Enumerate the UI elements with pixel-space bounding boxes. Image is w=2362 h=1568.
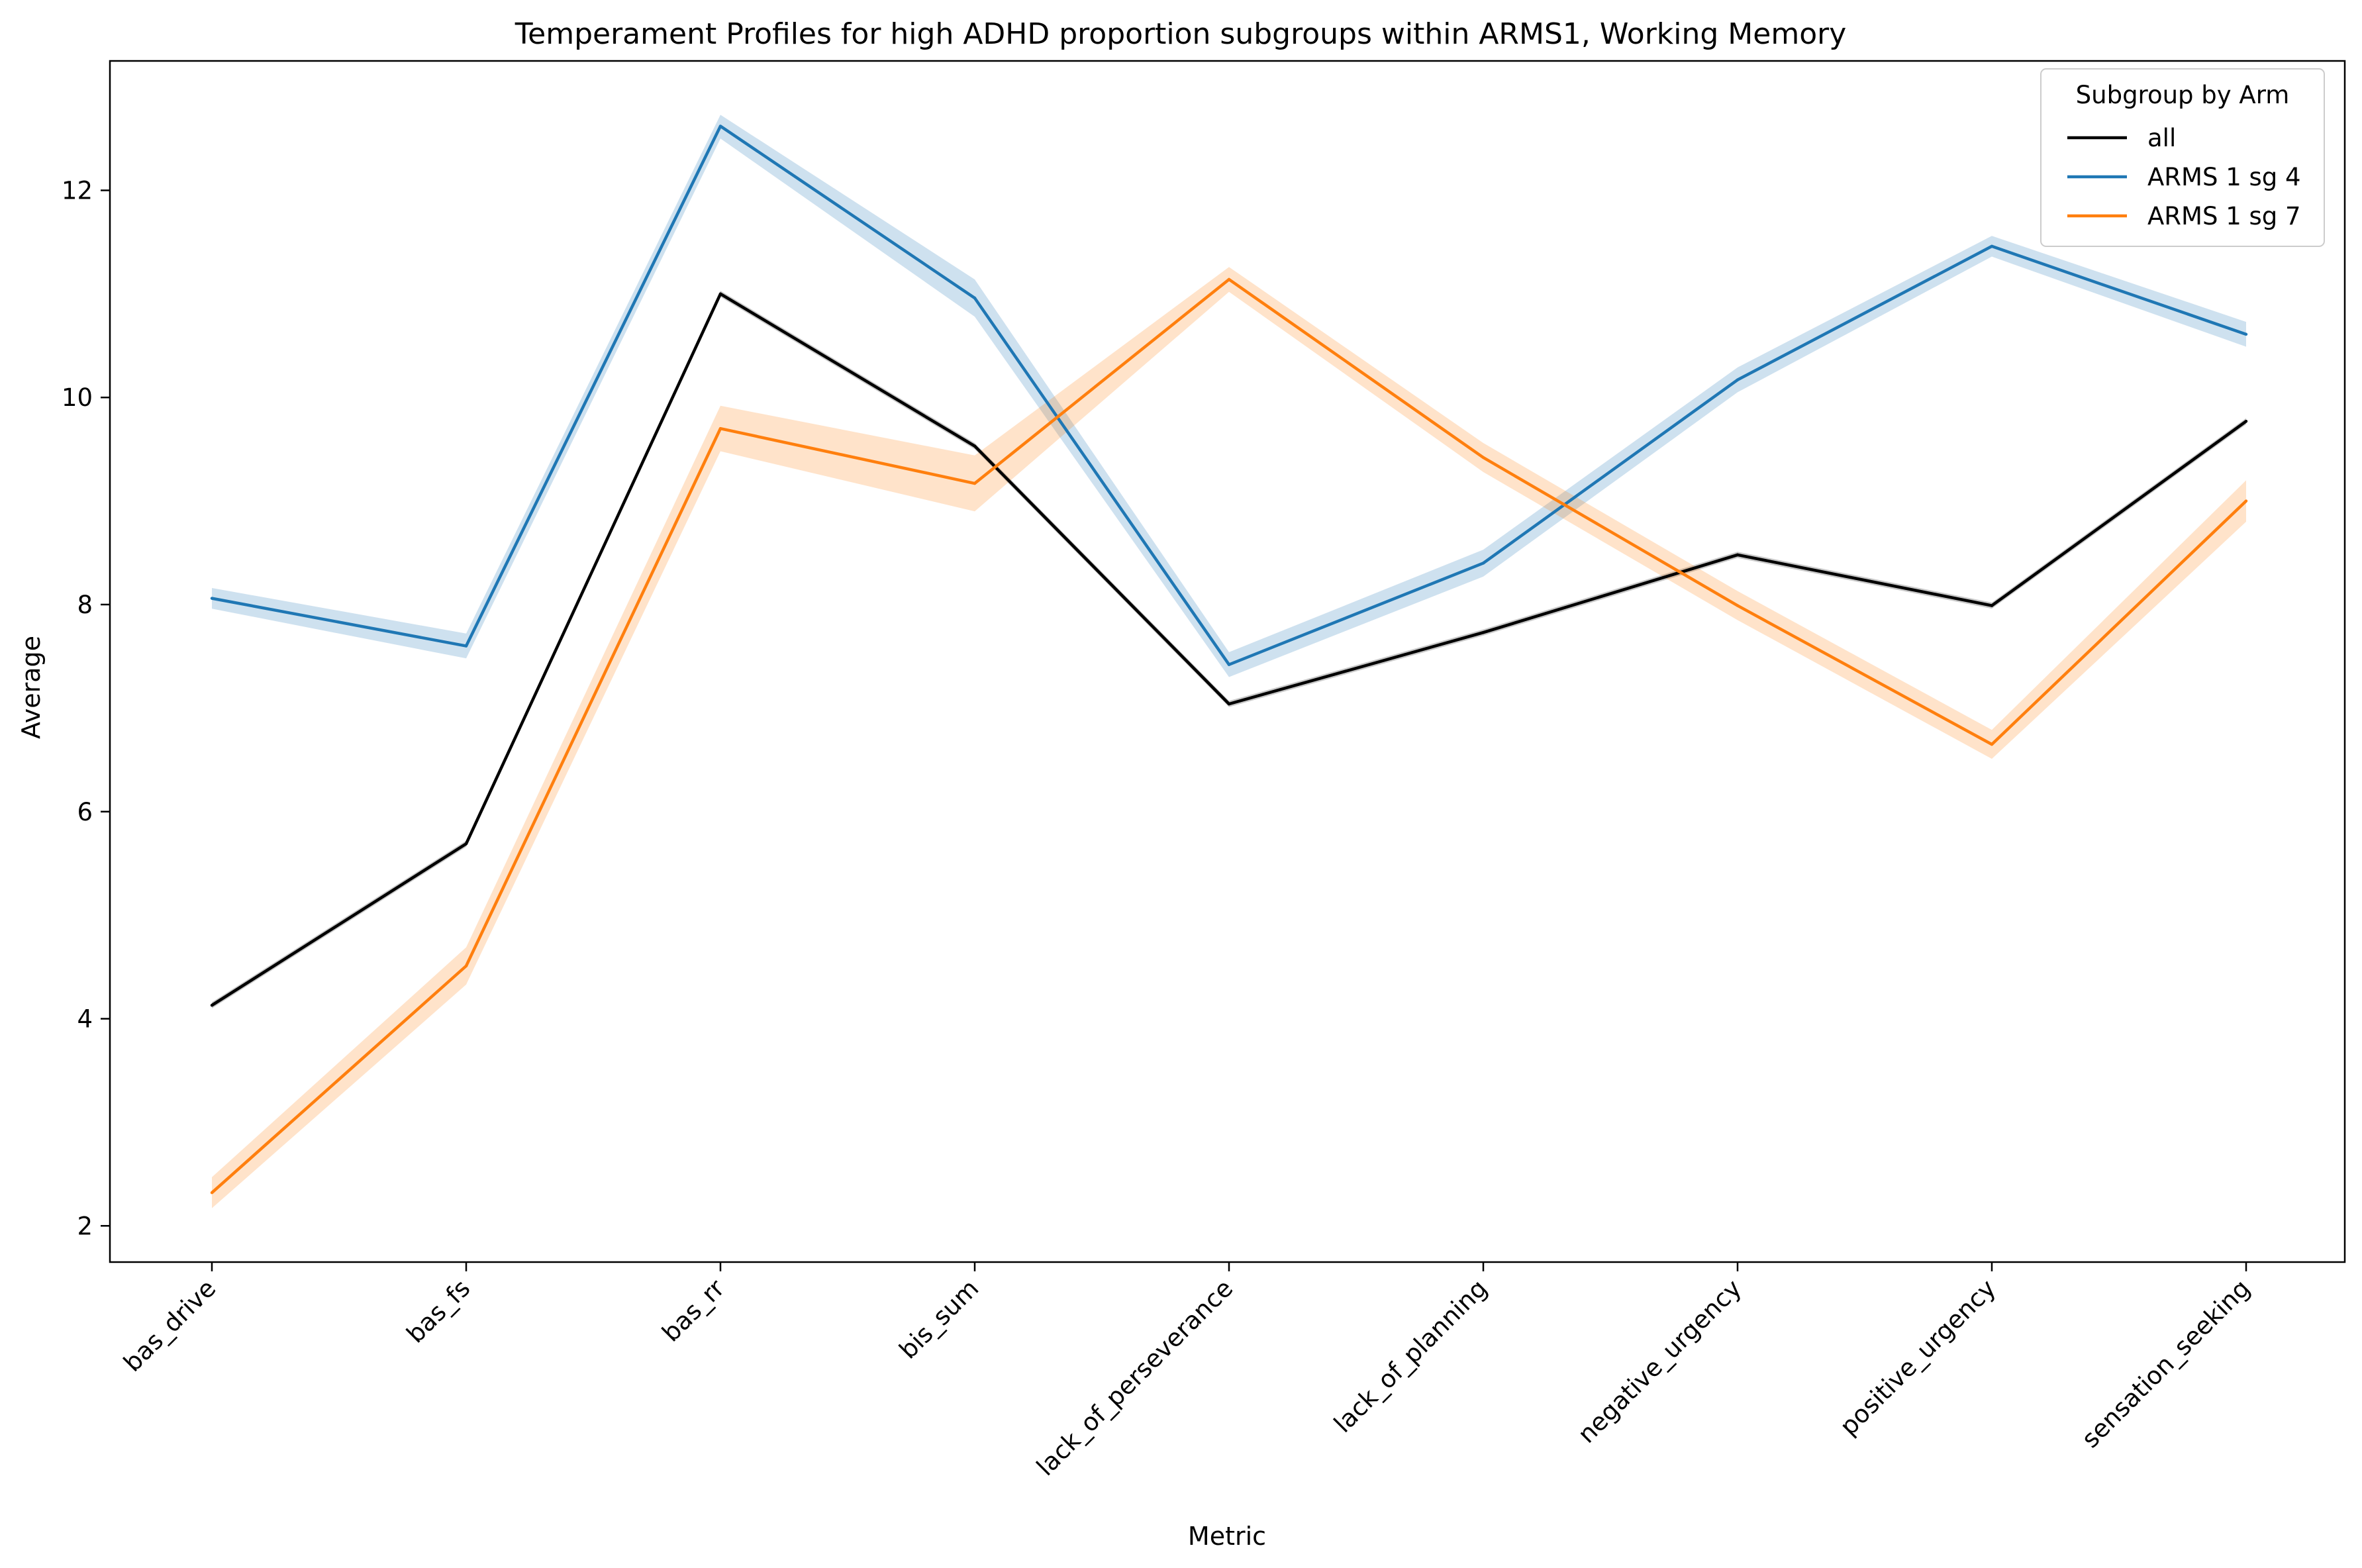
ci-band-arms-1-sg-7: [212, 267, 2246, 1208]
data-point-arms-1-sg-4: [1736, 378, 1740, 381]
data-point-arms-1-sg-4: [464, 644, 468, 648]
data-point-all: [1736, 553, 1740, 557]
data-point-all: [718, 292, 722, 296]
y-tick-label: 12: [62, 176, 93, 205]
x-tick-label: positive_urgency: [1834, 1274, 2001, 1441]
data-point-arms-1-sg-7: [464, 964, 468, 967]
x-tick-label: negative_urgency: [1572, 1274, 1747, 1449]
data-point-all: [1227, 702, 1231, 706]
x-tick-label: bas_fs: [401, 1274, 476, 1349]
data-point-arms-1-sg-7: [1481, 456, 1485, 460]
y-tick-label: 2: [77, 1212, 93, 1240]
data-point-arms-1-sg-4: [2244, 332, 2248, 336]
series-line-arms-1-sg-4: [211, 124, 2247, 666]
data-point-all: [464, 842, 468, 846]
series-lines: [210, 124, 2248, 1195]
x-tick-label: bas_drive: [118, 1274, 221, 1377]
legend-label: all: [2147, 124, 2176, 152]
x-tick-label: sensation_seeking: [2076, 1274, 2255, 1453]
data-point-arms-1-sg-4: [718, 124, 722, 128]
x-tick-label: bas_rr: [657, 1273, 730, 1347]
data-point-arms-1-sg-7: [2244, 499, 2248, 503]
y-tick-label: 4: [77, 1005, 93, 1034]
x-tick-label: bis_sum: [894, 1274, 985, 1365]
y-tick-label: 10: [62, 383, 93, 412]
data-point-arms-1-sg-4: [973, 296, 977, 300]
ci-band-all: [212, 291, 2246, 1008]
data-point-arms-1-sg-4: [210, 597, 214, 600]
data-point-all: [1990, 604, 1994, 607]
data-point-arms-1-sg-7: [973, 481, 977, 485]
series-line-all: [211, 292, 2247, 1007]
legend-title: Subgroup by Arm: [2076, 81, 2290, 109]
data-point-arms-1-sg-4: [1481, 562, 1485, 565]
legend-label: ARMS 1 sg 4: [2147, 163, 2301, 191]
x-axis: bas_drive bas_fs bas_rr bis_sum lack_of_pers…: [118, 1262, 2255, 1481]
data-point-all: [210, 1003, 214, 1007]
plot-area-frame: [109, 60, 2346, 1263]
data-point-arms-1-sg-4: [1227, 663, 1231, 666]
legend-items: all ARMS 1 sg 4 ARMS 1 sg 7: [2067, 124, 2301, 230]
x-tick-label: lack_of_planning: [1328, 1274, 1493, 1438]
legend-box: [2040, 68, 2325, 247]
y-tick-label: 6: [77, 798, 93, 826]
data-point-arms-1-sg-7: [1990, 742, 1994, 746]
chart-title: Temperament Profiles for high ADHD propo…: [515, 17, 1847, 51]
data-point-all: [1481, 631, 1485, 634]
data-point-all: [2244, 420, 2248, 423]
data-point-arms-1-sg-7: [1227, 277, 1231, 281]
data-point-arms-1-sg-7: [1736, 604, 1740, 607]
y-tick-label: 8: [77, 591, 93, 619]
data-point-arms-1-sg-7: [718, 426, 722, 430]
legend-label: ARMS 1 sg 7: [2147, 202, 2301, 230]
x-axis-label: Metric: [1188, 1522, 1266, 1551]
y-axis-label: Average: [17, 636, 46, 739]
data-point-arms-1-sg-7: [210, 1191, 214, 1195]
x-tick-label: lack_of_perseverance: [1031, 1274, 1238, 1481]
y-axis: 2 4 6 8 10 12: [62, 176, 110, 1240]
data-point-all: [973, 444, 977, 448]
data-point-arms-1-sg-4: [1990, 244, 1994, 248]
legend: Subgroup by Arm all ARMS 1 sg 4 ARMS 1 sg …: [2040, 68, 2325, 247]
